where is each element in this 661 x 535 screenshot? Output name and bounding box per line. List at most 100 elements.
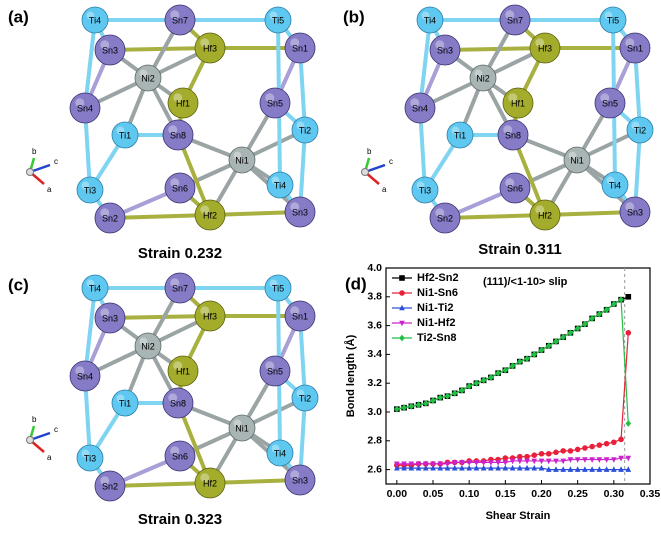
atom-label: Hf2: [203, 478, 217, 488]
atom: [69, 92, 101, 124]
marker: [437, 394, 444, 401]
atom-highlight: [269, 279, 278, 288]
marker: [401, 461, 407, 468]
atom: [563, 146, 591, 174]
atom-label: Sn1: [292, 43, 308, 53]
marker: [625, 420, 632, 427]
marker: [553, 449, 559, 456]
marker: [625, 294, 632, 300]
x-tick-label: 0.05: [423, 488, 444, 500]
atom: [446, 121, 474, 149]
y-tick-label: 3.6: [367, 319, 382, 331]
marker: [596, 310, 603, 318]
atom-highlight: [625, 38, 635, 48]
atom: [94, 202, 126, 234]
x-tick-label: 0.25: [567, 488, 588, 500]
marker: [408, 464, 415, 471]
atom: [429, 34, 461, 66]
atom: [529, 32, 561, 64]
marker: [430, 397, 436, 404]
marker: [401, 404, 407, 412]
atom-highlight: [168, 393, 178, 403]
bond: [109, 46, 211, 52]
atom-label: Sn4: [412, 103, 428, 113]
marker: [560, 458, 567, 465]
atom: [599, 6, 627, 34]
marker: [625, 466, 632, 472]
atom: [404, 92, 436, 124]
marker: [415, 401, 422, 409]
atom-highlight: [81, 449, 90, 458]
x-axis-title: Shear Strain: [486, 510, 551, 522]
atom: [497, 119, 529, 151]
structure-panel: Ti4 Sn7 Ti5 Sn3 Hf3 Sn1 Ni2 Hf1 Sn4 Sn5 Ti1 Sn8 Ti2 N…: [343, 4, 654, 258]
atom-label: Sn2: [102, 481, 118, 491]
marker: [611, 457, 617, 463]
panel-label: (d): [345, 274, 367, 293]
marker: [517, 453, 523, 460]
atom-highlight: [233, 151, 242, 160]
x-tick-label: 0.15: [495, 488, 516, 500]
atom-label: Ti3: [419, 185, 431, 195]
x-tick-label: 0.00: [387, 488, 408, 500]
atom: [162, 387, 194, 419]
atom-label: Ti5: [607, 15, 619, 25]
axis-label: b: [32, 147, 37, 156]
atom-label: Ni2: [476, 73, 490, 83]
atom: [111, 121, 139, 149]
marker: [444, 461, 451, 468]
atom: [164, 272, 196, 304]
legend-text: Ti2-Sn8: [417, 332, 457, 344]
atom-label: Ni1: [235, 155, 249, 165]
marker: [466, 382, 472, 390]
marker: [480, 460, 487, 466]
marker: [502, 455, 509, 461]
atom: [81, 274, 109, 302]
panel-label: (c): [8, 275, 29, 294]
atom-label: Sn4: [77, 371, 93, 381]
marker: [560, 333, 567, 341]
atom-label: Hf3: [538, 43, 552, 53]
atom-highlight: [290, 202, 300, 212]
atom: [264, 274, 292, 302]
atom-label: Sn6: [172, 451, 188, 461]
marker: [509, 464, 516, 471]
atom-highlight: [75, 98, 85, 108]
atom-highlight: [606, 176, 615, 185]
atom-label: Ti2: [299, 125, 311, 135]
marker: [618, 296, 624, 304]
marker: [459, 460, 465, 466]
marker: [531, 464, 538, 471]
marker: [517, 458, 523, 465]
atom-label: Sn2: [102, 213, 118, 223]
atom-label: Hf2: [203, 210, 217, 220]
legend-text: Ni1-Hf2: [417, 317, 456, 329]
marker: [517, 358, 523, 365]
atom-highlight: [200, 205, 210, 215]
atom-highlight: [416, 181, 425, 190]
marker: [488, 460, 494, 466]
atom: [594, 87, 626, 119]
marker: [538, 346, 545, 354]
x-tick-label: 0.10: [459, 488, 480, 500]
marker: [502, 464, 509, 471]
marker: [574, 457, 581, 463]
atom: [76, 444, 104, 472]
panel-label: (b): [343, 7, 365, 26]
marker: [553, 338, 559, 345]
marker: [480, 376, 487, 384]
marker: [567, 329, 574, 337]
atom-highlight: [100, 308, 110, 318]
axis-label: a: [382, 185, 387, 194]
atom: [259, 87, 291, 119]
atom-highlight: [296, 389, 305, 398]
atom: [619, 196, 651, 228]
atom-highlight: [505, 178, 515, 188]
marker: [582, 457, 588, 463]
marker: [545, 342, 552, 350]
marker: [611, 439, 617, 446]
atom-highlight: [271, 176, 280, 185]
annotation: (111)/<1-10> slip: [483, 276, 568, 288]
atom: [194, 300, 226, 332]
atom-label: Ti4: [89, 15, 101, 25]
